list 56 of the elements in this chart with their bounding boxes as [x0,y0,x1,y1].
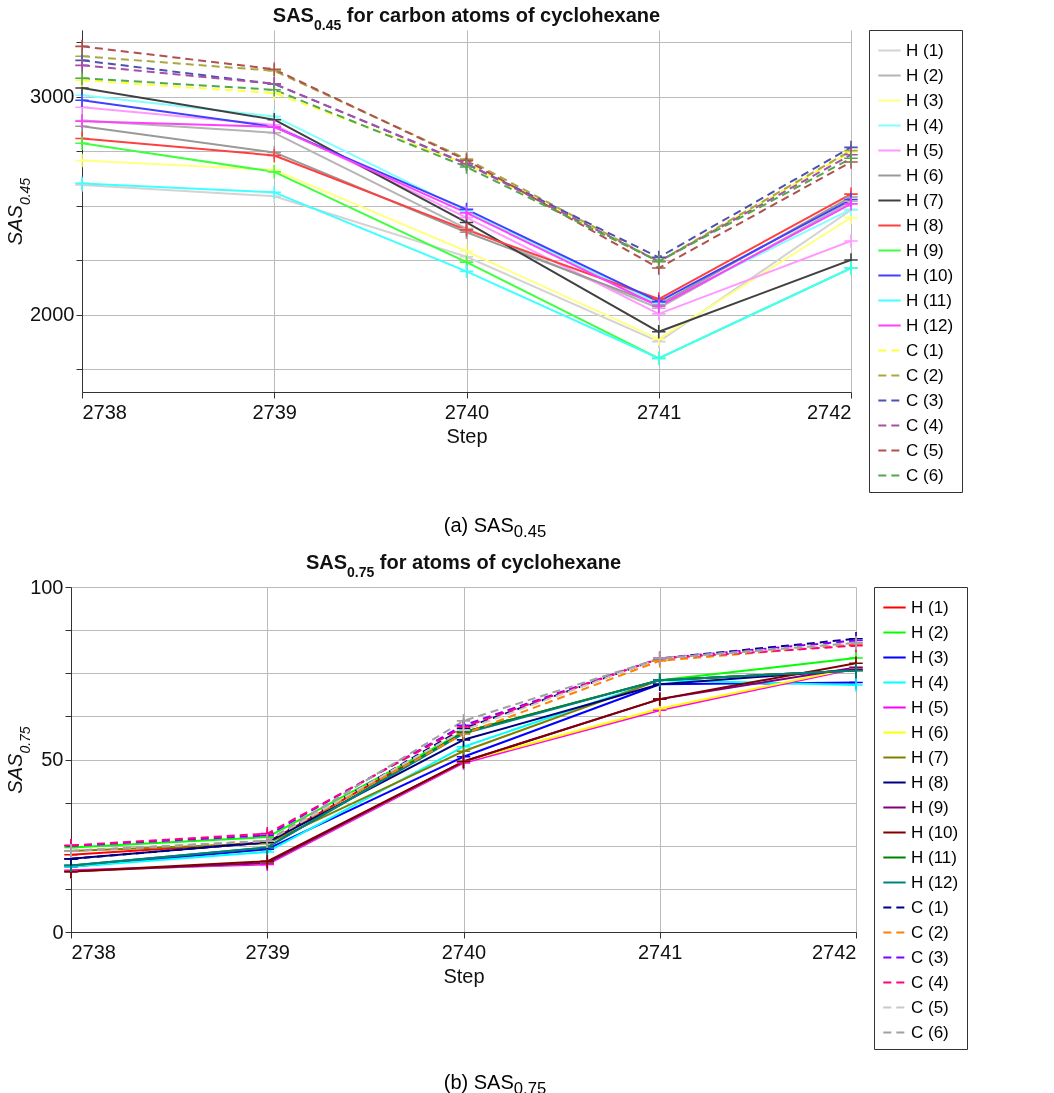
legend-label: H (1) [911,597,949,617]
legend-label: H (4) [911,672,949,692]
x-tick-label: 2738 [82,400,127,423]
y-tick-label: 2000 [30,303,75,326]
legend-label: H (10) [906,265,954,285]
legend-label: H (9) [906,240,944,260]
legend-label: C (3) [911,947,949,967]
x-tick-label: 2739 [252,400,297,423]
legend-label: H (9) [911,797,949,817]
legend-label: H (7) [906,190,944,210]
chart-title: SAS$_{0.75}$ for atoms of cyclohexane [305,551,622,580]
legend-label: H (3) [906,90,944,110]
legend-label: C (1) [911,897,949,917]
legend-label: H (3) [911,647,949,667]
legend-label: H (12) [906,315,954,335]
text: (a) SAS$_{0.45}$ [442,514,548,542]
legend-label: H (6) [906,165,944,185]
x-axis-title: Step [446,424,488,447]
legend-label: H (5) [911,697,949,717]
legend-label: H (7) [911,747,949,767]
legend-label: H (11) [911,847,957,867]
x-tick-label: 2740 [441,940,487,963]
legend-label: C (3) [906,390,944,410]
x-tick-label: 2738 [71,940,116,963]
legend-label: C (5) [906,440,944,460]
y-tick-label: 0 [52,920,64,943]
x-tick-label: 2742 [812,940,857,963]
legend-label: H (6) [911,722,949,742]
y-tick-label: 50 [41,748,64,770]
legend-label: C (4) [906,415,944,435]
legend-label: C (6) [911,1022,949,1042]
legend-label: H (10) [911,822,959,842]
legend-label: H (5) [906,140,944,160]
legend-label: C (2) [911,922,949,942]
legend-label: C (5) [911,997,949,1017]
x-tick-label: 2739 [245,940,290,963]
legend-label: H (1) [906,40,944,60]
legend-label: C (1) [906,340,944,360]
legend-label: C (2) [906,365,944,385]
legend-label: C (6) [906,465,944,485]
legend-label: H (8) [906,215,944,235]
x-tick-label: 2740 [444,400,490,423]
x-tick-label: 2742 [807,400,852,423]
y-tick-label: 100 [30,575,64,598]
y-tick-label: 3000 [30,85,75,108]
legend-label: H (2) [911,622,949,642]
x-tick-label: 2741 [637,400,682,423]
legend-label: H (12) [911,872,959,892]
legend-label: H (4) [906,115,944,135]
chart-title: SAS$_{0.45}$ for carbon atoms of cyclohexane [272,3,661,33]
legend-label: C (4) [911,972,949,992]
legend-label: H (2) [906,65,944,85]
x-axis-title: Step [443,964,485,987]
legend-label: H (8) [911,772,949,792]
legend-label: H (11) [906,290,952,310]
x-tick-label: 2741 [638,940,683,963]
